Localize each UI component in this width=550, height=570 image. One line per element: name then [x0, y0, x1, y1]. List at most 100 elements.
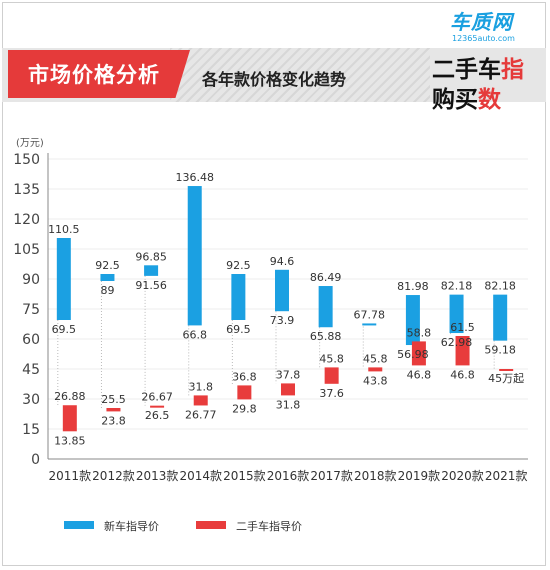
used-car-low-label: 26.5 — [145, 409, 170, 422]
new-car-low-label: 69.5 — [226, 323, 251, 336]
y-tick-label: 45 — [22, 362, 40, 378]
new-car-range-bar — [187, 186, 202, 326]
used-car-low-label: 46.8 — [450, 368, 475, 381]
used-car-range-bar — [455, 336, 470, 366]
new-car-range-bar — [100, 274, 115, 281]
used-car-low-label: 31.8 — [276, 398, 301, 411]
new-car-high-label: 136.48 — [175, 171, 214, 184]
x-tick-label: 2012款 — [92, 469, 135, 483]
new-car-range-bar — [275, 269, 289, 312]
logo-line-2: 购买数 — [432, 80, 501, 114]
legend-swatch-new-car — [64, 521, 94, 529]
used-car-low-label: 43.8 — [363, 374, 388, 387]
x-tick-label: 2021款 — [485, 469, 528, 483]
used-car-low-label: 46.8 — [407, 368, 432, 381]
logo-line-1-accent: 指 — [501, 57, 524, 83]
used-car-high-label: 26.67 — [141, 391, 173, 404]
x-tick-label: 2015款 — [223, 469, 266, 483]
new-car-range-bar — [318, 286, 333, 328]
used-car-high-label: 58.8 — [407, 326, 432, 339]
new-car-range-bar — [362, 323, 377, 326]
y-tick-label: 60 — [22, 332, 40, 348]
new-car-low-label: 59.18 — [484, 344, 516, 357]
used-car-range-bar — [411, 341, 426, 366]
used-car-high-label: 26.88 — [54, 390, 86, 403]
new-car-high-label: 94.6 — [270, 255, 295, 268]
y-tick-label: 105 — [13, 242, 40, 258]
used-car-low-label: 37.6 — [319, 387, 344, 400]
y-tick-label: 30 — [22, 392, 40, 408]
new-car-high-label: 82.18 — [441, 280, 473, 293]
new-car-range-bar — [405, 295, 420, 346]
new-car-high-label: 96.85 — [135, 250, 167, 263]
x-tick-label: 2017款 — [310, 469, 353, 483]
new-car-high-label: 92.5 — [226, 259, 251, 272]
used-car-high-label: 36.8 — [232, 370, 257, 383]
new-car-high-label: 86.49 — [310, 271, 342, 284]
x-tick-label: 2018款 — [354, 469, 397, 483]
used-car-range-bar — [150, 405, 165, 408]
logo-line-1-text: 二手车 — [432, 57, 501, 83]
x-tick-label: 2019款 — [398, 469, 441, 483]
chart-subtitle: 各年款价格变化趋势 — [202, 70, 347, 89]
new-car-range-bar — [449, 294, 464, 334]
used-car-high-label: 25.5 — [101, 393, 126, 406]
used-car-low-label: 29.8 — [232, 402, 257, 415]
used-car-high-label: 45.8 — [319, 352, 344, 365]
new-car-low-label: 65.88 — [310, 330, 342, 343]
page-title: 市场价格分析 — [8, 50, 190, 98]
used-car-range-bar — [106, 408, 121, 412]
used-car-high-label: 31.8 — [188, 380, 213, 393]
new-car-high-label: 92.5 — [95, 259, 120, 272]
page-title-text: 市场价格分析 — [28, 63, 160, 87]
new-car-high-label: 82.18 — [484, 280, 516, 293]
used-car-range-bar — [281, 383, 295, 396]
y-tick-label: 120 — [13, 212, 40, 228]
logo-line-2-accent: 数 — [478, 87, 501, 113]
used-car-range-bar — [193, 395, 208, 406]
used-car-range-bar — [368, 367, 383, 372]
used-car-range-bar — [499, 369, 514, 371]
used-car-range-bar — [324, 367, 339, 384]
y-tick-label: 90 — [22, 272, 40, 288]
x-tick-label: 2020款 — [441, 469, 484, 483]
new-car-low-label: 91.56 — [135, 279, 167, 292]
logo-line-2-text: 购买 — [432, 87, 478, 113]
x-tick-label: 2014款 — [179, 469, 222, 483]
y-tick-label: 135 — [13, 182, 40, 198]
new-car-low-label: 66.8 — [182, 328, 207, 341]
used-car-high-label: 45.8 — [363, 352, 388, 365]
y-tick-label: 75 — [22, 302, 40, 318]
legend-swatch-used-car — [196, 521, 226, 529]
new-car-low-label: 62.98 — [441, 336, 473, 349]
y-tick-label: 15 — [22, 422, 40, 438]
new-car-range-bar — [231, 274, 246, 320]
new-car-high-label: 81.98 — [397, 280, 429, 293]
new-car-low-label: 73.9 — [270, 314, 295, 327]
new-car-range-bar — [56, 238, 71, 320]
brand-logo: 车质网 12365auto.com 二手车指 购买数 — [432, 6, 542, 113]
new-car-high-label: 110.5 — [48, 223, 80, 236]
new-car-low-label: 56.98 — [397, 348, 429, 361]
logo-brand: 车质网 — [450, 10, 513, 34]
used-car-high-label: 61.5 — [450, 321, 475, 334]
legend-label-used-car: 二手车指导价 — [236, 520, 302, 533]
x-tick-label: 2013款 — [136, 469, 179, 483]
logo-url: 12365auto.com — [452, 34, 515, 43]
used-car-low-label: 26.77 — [185, 408, 217, 421]
y-tick-label: 0 — [31, 452, 40, 468]
used-car-low-label: 23.8 — [101, 414, 126, 427]
new-car-low-label: 69.5 — [52, 323, 77, 336]
new-car-range-bar — [144, 265, 159, 276]
used-car-range-bar — [62, 405, 77, 432]
new-car-high-label: 67.78 — [354, 308, 386, 321]
used-car-range-bar — [237, 385, 252, 400]
x-tick-label: 2016款 — [267, 469, 310, 483]
used-car-low-label: 13.85 — [54, 434, 86, 447]
header-stripes — [170, 48, 430, 102]
x-tick-label: 2011款 — [49, 469, 92, 483]
used-car-high-label: 37.8 — [276, 368, 301, 381]
new-car-range-bar — [493, 294, 508, 341]
logo-line-1: 二手车指 — [432, 50, 524, 84]
